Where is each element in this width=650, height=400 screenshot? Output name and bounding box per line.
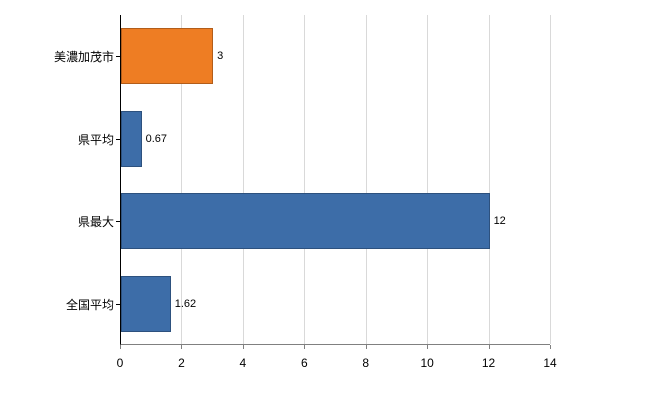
- x-axis-tick-label: 10: [420, 356, 434, 370]
- y-axis-tick: [116, 56, 120, 58]
- y-axis-label: 県最大: [77, 215, 114, 230]
- gridline: [181, 15, 183, 344]
- bar: [121, 110, 142, 167]
- bar-value-label: 3: [217, 50, 224, 63]
- x-axis-tick-label: 6: [300, 356, 308, 370]
- bar-value-label: 12: [493, 215, 506, 228]
- x-axis-tick: [488, 345, 490, 349]
- gridline: [427, 15, 429, 344]
- bar: [121, 275, 171, 332]
- x-axis-tick: [550, 345, 551, 349]
- gridline: [550, 15, 551, 344]
- x-axis-tick-label: 14: [543, 356, 557, 370]
- gridline: [304, 15, 306, 344]
- x-axis-tick: [181, 345, 183, 349]
- plot-area: 3 0.67 12 1.62: [120, 15, 551, 345]
- x-axis-tick-label: 8: [362, 356, 370, 370]
- gridline: [488, 15, 490, 344]
- gridline: [365, 15, 367, 344]
- y-axis-tick: [116, 221, 120, 223]
- x-axis-tick-label: 2: [178, 356, 185, 370]
- y-axis-tick: [116, 138, 120, 140]
- y-axis-tick: [116, 303, 120, 305]
- y-axis-label: 美濃加茂市: [53, 50, 114, 65]
- x-axis-tick: [365, 345, 367, 349]
- x-axis-tick-label: 0: [116, 356, 124, 370]
- y-axis-label: 全国平均: [65, 297, 114, 312]
- x-axis-tick: [304, 345, 306, 349]
- y-axis-label: 県平均: [77, 132, 114, 147]
- gridline: [242, 15, 244, 344]
- bar: [121, 193, 490, 250]
- x-axis-tick-label: 12: [481, 356, 496, 370]
- bar: [121, 28, 214, 85]
- x-axis-tick: [120, 345, 121, 349]
- bar-value-label: 1.62: [174, 297, 197, 310]
- x-axis-tick: [427, 345, 429, 349]
- x-axis-tick-label: 4: [239, 356, 247, 370]
- bar-value-label: 0.67: [145, 132, 167, 145]
- x-axis-tick: [242, 345, 244, 349]
